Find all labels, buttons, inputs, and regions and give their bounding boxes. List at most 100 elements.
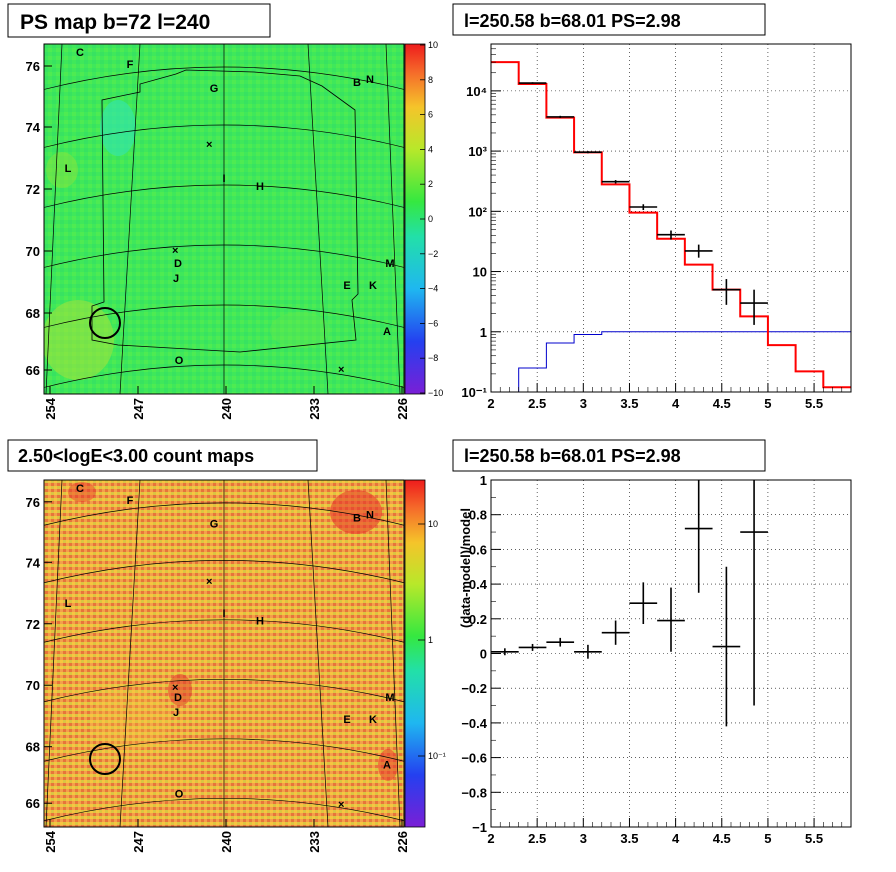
x-tick-label: 5.5 bbox=[805, 831, 823, 846]
source-label: O bbox=[175, 788, 184, 800]
ps-map-marker-x: × bbox=[338, 364, 344, 376]
colorbar-tick-label: 4 bbox=[428, 144, 433, 154]
y-tick-label: 68 bbox=[26, 740, 40, 755]
data-point bbox=[546, 115, 575, 118]
y-tick-label: 10⁴ bbox=[466, 84, 487, 99]
data-point bbox=[574, 151, 602, 154]
source-label: I bbox=[222, 173, 225, 185]
residual-point bbox=[684, 480, 713, 593]
source-label: L bbox=[65, 598, 72, 610]
y-tick-label: 76 bbox=[26, 495, 40, 510]
spectrum-plot: 2 2.5 3 3.5 4 4.5 5 5.5 10⁻¹ 1 10 10² 10³ 10⁴ bbox=[461, 43, 852, 411]
colorbar-tick-label: −10 bbox=[428, 388, 443, 398]
source-label: F bbox=[127, 495, 134, 507]
x-tick-label: 4 bbox=[672, 831, 680, 846]
ps-map-roi-outline bbox=[91, 69, 359, 353]
y-tick-label: −0.8 bbox=[461, 785, 487, 800]
colorbar-tick-label: −8 bbox=[428, 353, 438, 363]
count-map-colorbar-ticks: 10 1 10⁻¹ bbox=[418, 519, 446, 761]
ps-map-frame bbox=[43, 43, 405, 395]
background-model-line bbox=[518, 331, 851, 392]
source-label: B bbox=[353, 77, 361, 89]
count-map-target-circle bbox=[89, 743, 121, 775]
count-map-marker-x: × bbox=[206, 576, 212, 588]
x-tick-label: 5.5 bbox=[805, 396, 823, 411]
colorbar-tick-label: −6 bbox=[428, 318, 438, 328]
ps-map-target-circle bbox=[89, 307, 121, 339]
source-label: M bbox=[385, 258, 394, 270]
x-tick-label: 4.5 bbox=[713, 831, 731, 846]
source-label: G bbox=[210, 83, 219, 95]
count-map-title: 2.50<logE<3.00 count maps bbox=[18, 446, 254, 466]
colorbar-tick-label: 10⁻¹ bbox=[428, 751, 446, 761]
source-label: D bbox=[174, 692, 182, 704]
y-tick-label: 76 bbox=[26, 59, 40, 74]
y-tick-label: −0.6 bbox=[461, 751, 487, 766]
source-label: J bbox=[173, 707, 179, 719]
x-tick-label: 240 bbox=[219, 398, 234, 420]
x-tick-label: 226 bbox=[395, 398, 410, 420]
ps-map-colorbar-ticks: 10 8 6 4 2 0 −2 −4 −6 −8 −10 bbox=[420, 40, 443, 398]
longitude-line bbox=[45, 480, 63, 827]
y-tick-label: 70 bbox=[26, 678, 40, 693]
source-label: H bbox=[256, 181, 264, 193]
y-tick-label: 0.2 bbox=[469, 612, 487, 627]
x-tick-label: 4.5 bbox=[713, 396, 731, 411]
longitude-line bbox=[385, 480, 401, 827]
y-tick-label: 72 bbox=[26, 182, 40, 197]
source-label: H bbox=[256, 616, 264, 628]
source-label: K bbox=[369, 280, 377, 292]
y-tick-label: 10² bbox=[468, 204, 487, 219]
x-tick-label: 247 bbox=[131, 398, 146, 420]
count-map-marker-x: × bbox=[172, 682, 178, 694]
ps-map-title-box bbox=[7, 3, 271, 38]
source-label: A bbox=[383, 760, 391, 772]
source-label: O bbox=[175, 355, 184, 367]
source-label: K bbox=[369, 714, 377, 726]
residual-point bbox=[629, 582, 658, 625]
x-tick-label: 3 bbox=[580, 396, 587, 411]
count-map-colorbar bbox=[404, 479, 426, 828]
x-tick-label: 5 bbox=[764, 831, 771, 846]
source-label: J bbox=[173, 273, 179, 285]
longitude-line bbox=[0, 44, 10, 394]
count-map-coordinate-grid bbox=[44, 480, 404, 827]
y-tick-label: 1 bbox=[480, 325, 487, 340]
y-tick-label: 66 bbox=[26, 796, 40, 811]
colorbar-tick-label: 10 bbox=[428, 40, 438, 50]
ps-map-marker-x: × bbox=[206, 139, 212, 151]
y-tick-label: −0.2 bbox=[461, 681, 487, 696]
ps-map-title: PS map b=72 l=240 bbox=[20, 11, 210, 34]
colorbar-tick-label: −4 bbox=[428, 284, 438, 294]
residual-panel: l=250.58 b=68.01 PS=2.98 2 2.5 3 3.5 4 4.5 5 5.… bbox=[452, 439, 852, 846]
source-label: N bbox=[366, 510, 374, 522]
data-point bbox=[684, 244, 713, 258]
source-label: G bbox=[210, 519, 219, 531]
spectrum-panel: l=250.58 b=68.01 PS=2.98 2 2.5 3 3.5 4 4.5 5 5.… bbox=[452, 3, 852, 411]
source-label: M bbox=[385, 692, 394, 704]
source-label: C bbox=[76, 47, 84, 59]
colorbar-tick-label: 1 bbox=[428, 635, 433, 645]
residual-y-axis-label: (data-model)/model bbox=[458, 508, 473, 628]
y-tick-label: 1 bbox=[480, 473, 487, 488]
residual-title: l=250.58 b=68.01 PS=2.98 bbox=[464, 446, 681, 466]
x-tick-label: 254 bbox=[43, 397, 58, 419]
ps-map-x-ticks: 254 247 240 233 226 bbox=[43, 386, 410, 420]
spectrum-frame bbox=[490, 43, 852, 393]
colorbar-tick-label: 0 bbox=[428, 214, 433, 224]
x-tick-label: 3.5 bbox=[620, 831, 638, 846]
y-tick-label: 0.8 bbox=[469, 508, 487, 523]
x-tick-label: 254 bbox=[43, 830, 58, 852]
data-point bbox=[601, 180, 630, 184]
y-tick-label: 0 bbox=[480, 647, 487, 662]
source-label: A bbox=[383, 326, 391, 338]
x-tick-label: 240 bbox=[219, 831, 234, 853]
source-label: F bbox=[127, 59, 134, 71]
data-point bbox=[518, 82, 547, 84]
x-tick-label: 2 bbox=[487, 396, 494, 411]
data-point bbox=[712, 279, 741, 305]
spectrum-title-box bbox=[452, 3, 766, 36]
ps-map-image bbox=[44, 44, 404, 394]
